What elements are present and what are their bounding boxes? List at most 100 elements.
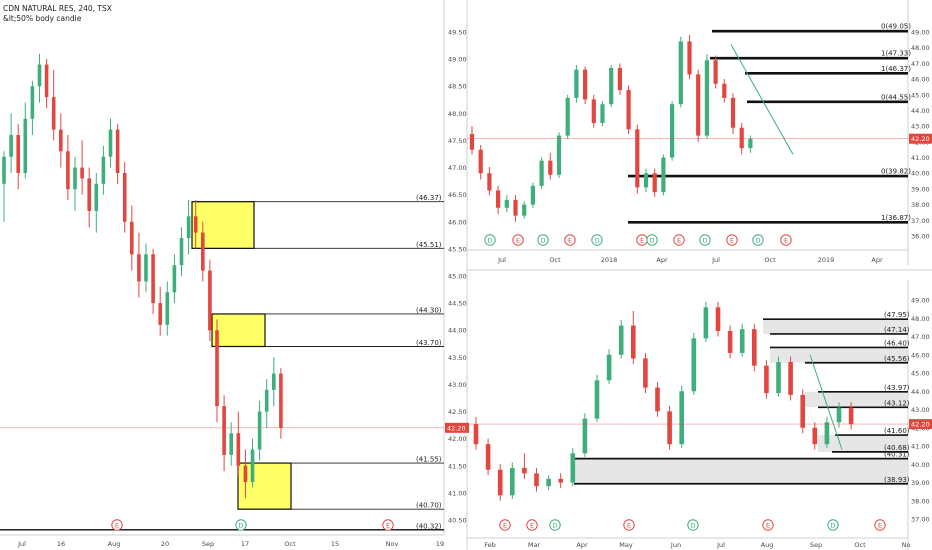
candle-body — [80, 167, 84, 179]
candle-body — [510, 467, 515, 496]
time-tick-label: Jun — [670, 541, 681, 549]
supply-demand-zone — [211, 313, 266, 348]
candle-body — [101, 156, 106, 184]
price-tick-label: 47.00 — [911, 333, 930, 341]
earnings-marker — [874, 519, 886, 531]
event-marker-label: E — [568, 236, 572, 244]
candle-body — [591, 99, 596, 124]
event-marker-label: E — [115, 521, 119, 529]
price-tick-label: 43.50 — [448, 354, 467, 362]
candle-body — [51, 97, 56, 130]
time-tick-label: Jul — [711, 256, 720, 264]
level-label: (47.14) — [884, 326, 910, 334]
grey-zone — [818, 435, 908, 452]
fib-level-label: 1(36.87) — [881, 214, 911, 222]
left-chart[interactable]: (46.37) (45.51) (44.30) (43.70) (41.55) (40.7… — [0, 29, 469, 549]
level-label: (41.55) — [416, 456, 442, 464]
time-tick-label: 19 — [436, 540, 444, 548]
candle-body — [715, 307, 721, 332]
time-tick-label: Aug — [761, 541, 774, 549]
candle-body — [713, 60, 718, 84]
time-tick-label: Jul — [716, 541, 725, 549]
price-tick-label: 46.00 — [911, 76, 930, 84]
candle-style-note: &lt;50% body candle — [3, 14, 82, 23]
dividend-marker — [591, 234, 603, 246]
price-tick-label: 48.50 — [448, 83, 467, 91]
bottom-right-chart[interactable]: (47.95) (47.14) (46.40) (45.56) (43.97) (43.1… — [467, 297, 932, 550]
dividend-marker — [699, 234, 711, 246]
level-label: (46.40) — [884, 339, 910, 347]
price-tick-label: 45.00 — [911, 91, 930, 99]
price-tick-label: 44.00 — [448, 327, 467, 335]
event-marker-label: D — [702, 236, 707, 244]
time-tick-label: 16 — [57, 540, 65, 548]
candle-body — [703, 307, 709, 339]
candle-body — [279, 373, 283, 428]
candle-body — [108, 129, 113, 157]
candle-body — [534, 473, 539, 487]
time-tick-label: May — [619, 541, 633, 549]
price-tick-label: 39.00 — [911, 185, 930, 193]
price-tick-label: 46.00 — [448, 218, 467, 226]
candle-body — [696, 74, 701, 136]
candle-body — [800, 394, 805, 428]
candle-body — [748, 138, 753, 149]
grey-zone — [763, 319, 908, 334]
candle-body — [739, 329, 745, 353]
candle-body — [478, 149, 483, 174]
candle-body — [824, 422, 830, 445]
candle-body — [186, 216, 191, 239]
event-marker-label: D — [594, 236, 599, 244]
candle-body — [546, 478, 551, 487]
price-tick-label: 44.00 — [911, 388, 930, 396]
price-tick-label: 43.00 — [911, 123, 930, 131]
candle-body — [115, 129, 120, 173]
candle-body — [631, 325, 636, 359]
candle-body — [272, 373, 276, 390]
grey-zone — [770, 347, 908, 363]
price-tick-label: 40.00 — [911, 461, 930, 469]
candle-body — [23, 118, 28, 173]
candle-body — [617, 68, 622, 91]
candle-body — [583, 69, 588, 100]
candle-body — [670, 104, 675, 158]
price-tick-label: 36.00 — [911, 233, 930, 241]
level-label: (44.30) — [416, 306, 442, 314]
candle-body — [558, 478, 563, 483]
candle-body — [606, 354, 612, 381]
candle-body — [222, 406, 226, 455]
candle-body — [73, 167, 77, 190]
candle-body — [44, 64, 49, 98]
time-tick-label: No — [902, 541, 911, 549]
price-tick-label: 46.00 — [911, 351, 930, 359]
candle-body — [722, 83, 727, 98]
price-tick-label: 42.50 — [448, 408, 467, 416]
price-tick-label: 45.00 — [911, 370, 930, 378]
earnings-marker — [526, 519, 538, 531]
candle-body — [158, 303, 162, 325]
dividend-marker — [537, 234, 549, 246]
time-tick-label: Apr — [576, 541, 588, 549]
candle-body — [655, 387, 660, 412]
candle-body — [257, 411, 262, 450]
candle-body — [130, 221, 134, 255]
grey-zone — [805, 391, 908, 408]
fib-level-label: 0(39.82) — [881, 168, 911, 176]
event-marker-label: E — [677, 236, 681, 244]
time-tick-label: Aug — [108, 540, 121, 548]
candle-body — [236, 433, 241, 466]
level-label: (46.37) — [416, 194, 442, 202]
top-right-chart[interactable]: 0(49.05) 1(47.33) 1(46.37) 0(44.55) 0(39.82)… — [467, 23, 932, 264]
price-tick-label: 49.00 — [911, 29, 930, 37]
candle-body — [574, 69, 579, 98]
time-tick-label: Oct — [549, 256, 561, 264]
candle-body — [618, 325, 624, 355]
price-tick-label: 41.00 — [911, 154, 930, 162]
event-marker-label: D — [487, 236, 492, 244]
candle-body — [730, 97, 736, 128]
event-marker-label: E — [766, 521, 770, 529]
candle-body — [739, 127, 744, 149]
candle-body — [539, 160, 544, 186]
event-marker-label: E — [640, 236, 644, 244]
